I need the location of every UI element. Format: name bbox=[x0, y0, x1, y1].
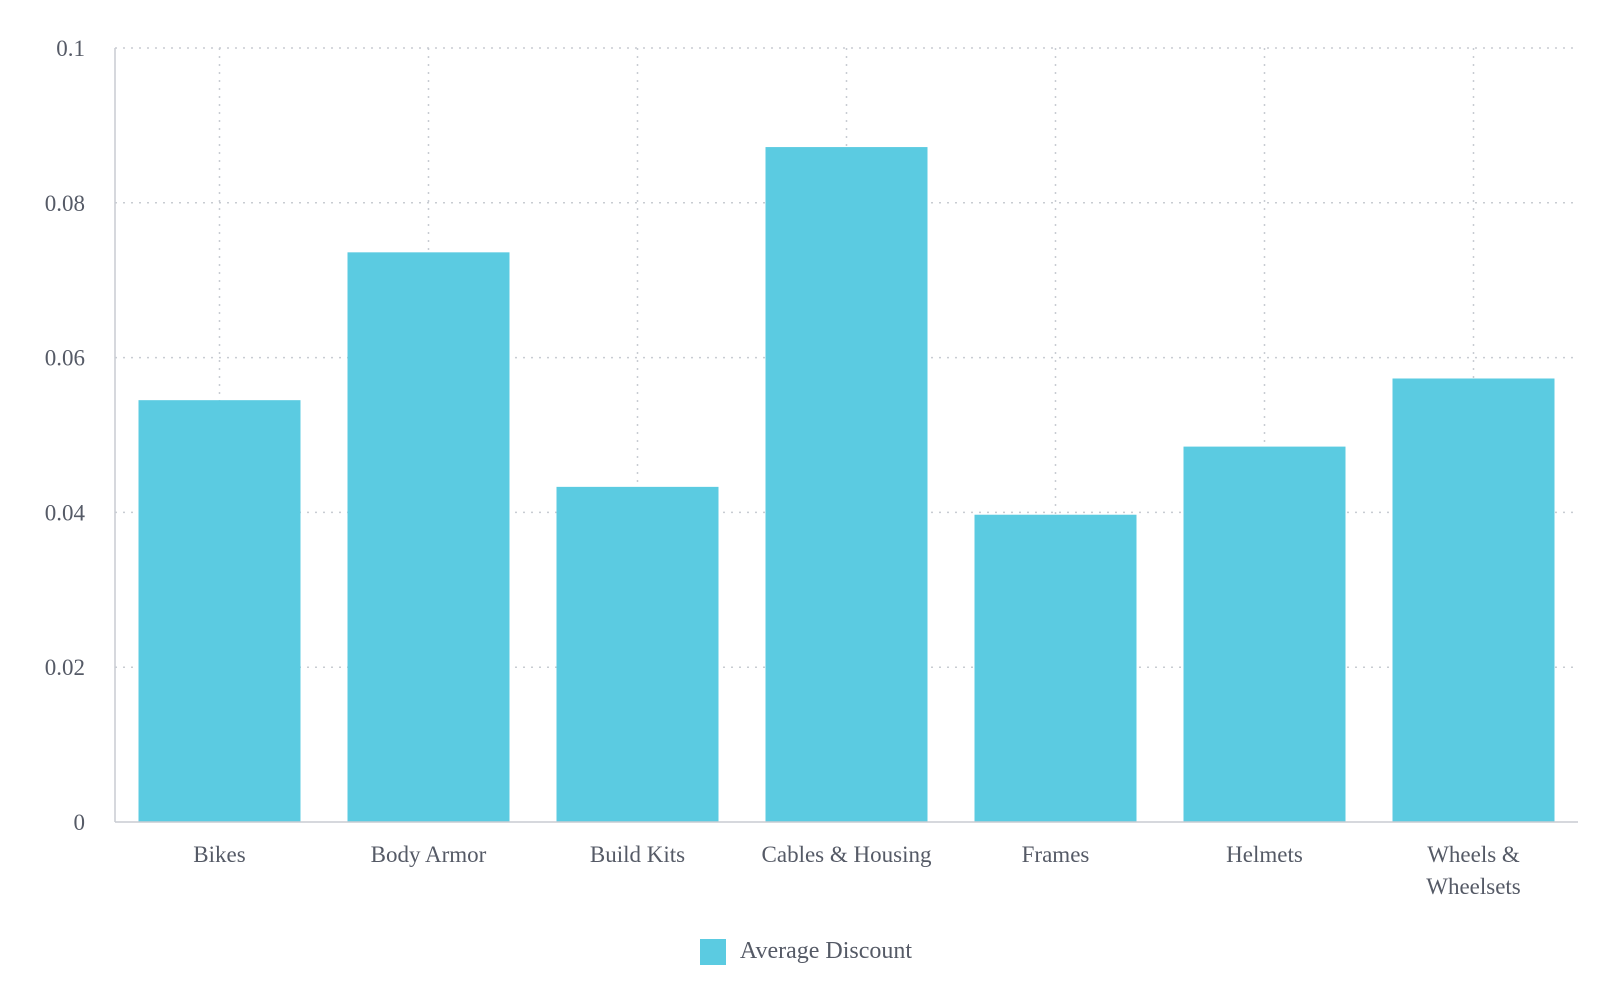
y-tick-label: 0.04 bbox=[45, 500, 86, 525]
y-tick-label: 0.08 bbox=[45, 191, 85, 216]
legend-swatch bbox=[699, 938, 726, 965]
x-axis-tick-labels: Bikes Body Armor Build Kits Cables & Housin… bbox=[193, 842, 1521, 899]
x-tick-label: Frames bbox=[1022, 842, 1090, 867]
y-tick-label: 0.02 bbox=[45, 655, 85, 680]
y-tick-label: 0 bbox=[74, 810, 86, 835]
legend[interactable]: Average Discount bbox=[0, 938, 1612, 965]
x-tick-label: Body Armor bbox=[371, 842, 487, 867]
y-tick-label: 0.1 bbox=[56, 36, 85, 61]
x-tick-label: Build Kits bbox=[590, 842, 685, 867]
x-tick-label: Cables & Housing bbox=[762, 842, 932, 867]
bar-helmets[interactable] bbox=[1183, 446, 1346, 822]
legend-label-average-discount: Average Discount bbox=[739, 938, 913, 964]
bar-cables-housing[interactable] bbox=[765, 147, 928, 822]
bar-body-armor[interactable] bbox=[347, 252, 510, 822]
bar-wheels-wheelsets[interactable] bbox=[1392, 378, 1555, 822]
x-tick-label: Bikes bbox=[193, 842, 245, 867]
y-axis-tick-labels: 0 0.02 0.04 0.06 0.08 0.1 bbox=[45, 36, 86, 835]
axes bbox=[114, 48, 1578, 823]
bar-build-kits[interactable] bbox=[556, 486, 719, 822]
bars bbox=[138, 147, 1555, 822]
x-tick-label: Wheels & Wheelsets bbox=[1426, 842, 1521, 899]
y-tick-label: 0.06 bbox=[45, 346, 85, 371]
bar-frames[interactable] bbox=[974, 514, 1137, 822]
bar-bikes[interactable] bbox=[138, 400, 301, 822]
x-tick-label: Helmets bbox=[1226, 842, 1303, 867]
